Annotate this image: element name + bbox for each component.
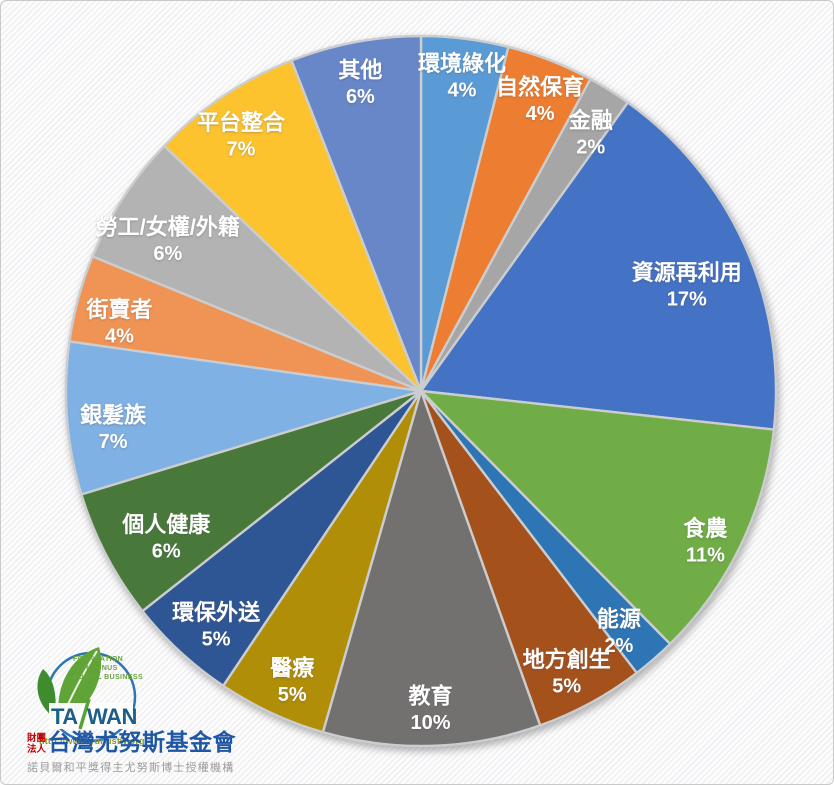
pie-slice bbox=[91, 144, 423, 393]
entity-type-line: 財團 bbox=[27, 733, 47, 744]
brand-word-left: TA bbox=[51, 704, 78, 729]
org-logo: FOUNDATION FOR YUNUS SOCIAL BUSINESS TA … bbox=[25, 641, 265, 776]
slice-label: 金融 bbox=[568, 108, 613, 133]
slice-label: 平台整合 bbox=[197, 110, 286, 135]
slice-percent: 5% bbox=[278, 684, 307, 706]
org-name-row: 財團 法人 台灣尤努斯基金會 bbox=[27, 731, 236, 756]
slice-percent: 2% bbox=[604, 635, 633, 657]
pie-slices bbox=[64, 34, 778, 748]
slice-percent: 6% bbox=[153, 243, 182, 265]
slice-label: 教育 bbox=[408, 684, 452, 709]
slice-label: 勞工/女權/外籍 bbox=[96, 214, 240, 239]
org-name: 台灣尤努斯基金會 bbox=[48, 729, 237, 755]
leaf-stem bbox=[78, 698, 91, 730]
slice-label: 資源再利用 bbox=[632, 260, 742, 285]
slice-label: 能源 bbox=[597, 606, 641, 631]
slice-percent: 6% bbox=[152, 540, 181, 562]
slice-percent: 2% bbox=[576, 136, 605, 158]
pie-slice bbox=[290, 34, 423, 393]
logo-text-band bbox=[49, 703, 133, 729]
slice-percent: 4% bbox=[105, 325, 134, 347]
entity-type-line: 法人 bbox=[27, 743, 47, 755]
pie-slice bbox=[321, 389, 542, 748]
brand-word-right: WAN bbox=[87, 704, 137, 729]
slice-percent: 17% bbox=[667, 288, 707, 310]
slice-percent: 10% bbox=[410, 712, 450, 734]
slice-label: 環境綠化 bbox=[418, 51, 506, 76]
slice-percent: 7% bbox=[99, 431, 128, 453]
slice-label: 醫療 bbox=[270, 655, 314, 680]
slice-label: 個人健康 bbox=[121, 512, 211, 537]
logo-emblem: FOUNDATION FOR YUNUS SOCIAL BUSINESS TA … bbox=[37, 647, 148, 746]
entity-type-label: 財團 法人 bbox=[27, 733, 47, 756]
slice-percent: 7% bbox=[227, 139, 256, 161]
pie-slice bbox=[419, 389, 776, 646]
pie-slice bbox=[80, 389, 423, 613]
slice-percent: 4% bbox=[526, 103, 555, 125]
slice-label: 食農 bbox=[683, 516, 727, 541]
slice-percent: 4% bbox=[448, 79, 477, 101]
slice-label: 環保外送 bbox=[172, 600, 260, 625]
slice-label: 銀髮族 bbox=[80, 403, 147, 428]
slice-percent: 6% bbox=[346, 86, 375, 108]
logo-url: http://www.yunustw.org/ bbox=[39, 736, 148, 746]
foundation-text: FOUNDATION FOR YUNUS SOCIAL BUSINESS bbox=[73, 648, 143, 681]
slice-percent: 5% bbox=[202, 629, 231, 651]
slice-label: 自然保育 bbox=[496, 74, 584, 99]
slice-label: 街賣者 bbox=[85, 297, 152, 322]
slice-label: 其他 bbox=[338, 58, 382, 83]
pie-slice bbox=[419, 101, 778, 431]
slice-percent: 5% bbox=[552, 675, 581, 697]
slice-percent: 11% bbox=[686, 545, 725, 567]
org-tagline: 諾貝爾和平獎得主尤努斯博士授權機構 bbox=[27, 762, 235, 774]
pie-slice bbox=[162, 59, 423, 393]
slice-label: 地方創生 bbox=[523, 647, 611, 672]
